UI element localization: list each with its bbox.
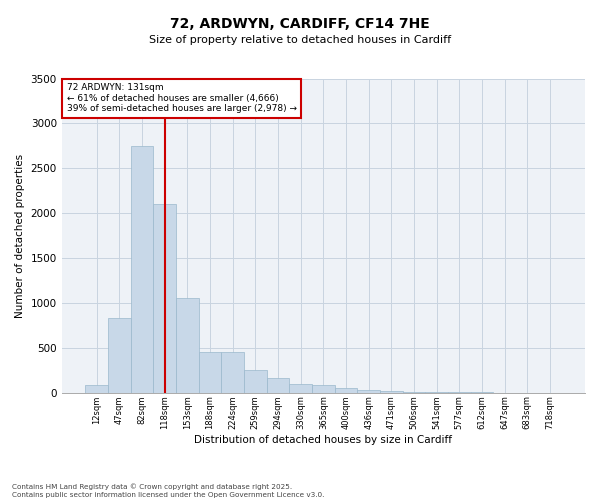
Bar — [108, 318, 131, 392]
Text: 72 ARDWYN: 131sqm
← 61% of detached houses are smaller (4,666)
39% of semi-detac: 72 ARDWYN: 131sqm ← 61% of detached hous… — [67, 84, 297, 113]
Bar — [380, 391, 403, 392]
Bar — [221, 352, 244, 393]
Bar — [289, 384, 312, 392]
Bar — [312, 386, 335, 392]
Bar — [244, 370, 266, 392]
Bar — [266, 378, 289, 392]
Text: Size of property relative to detached houses in Cardiff: Size of property relative to detached ho… — [149, 35, 451, 45]
Text: 72, ARDWYN, CARDIFF, CF14 7HE: 72, ARDWYN, CARDIFF, CF14 7HE — [170, 18, 430, 32]
Text: Contains HM Land Registry data © Crown copyright and database right 2025.
Contai: Contains HM Land Registry data © Crown c… — [12, 484, 325, 498]
Bar — [154, 204, 176, 392]
Bar — [85, 386, 108, 392]
X-axis label: Distribution of detached houses by size in Cardiff: Distribution of detached houses by size … — [194, 435, 452, 445]
Y-axis label: Number of detached properties: Number of detached properties — [15, 154, 25, 318]
Bar — [199, 352, 221, 393]
Bar — [335, 388, 358, 392]
Bar — [358, 390, 380, 392]
Bar — [131, 146, 154, 392]
Bar — [176, 298, 199, 392]
